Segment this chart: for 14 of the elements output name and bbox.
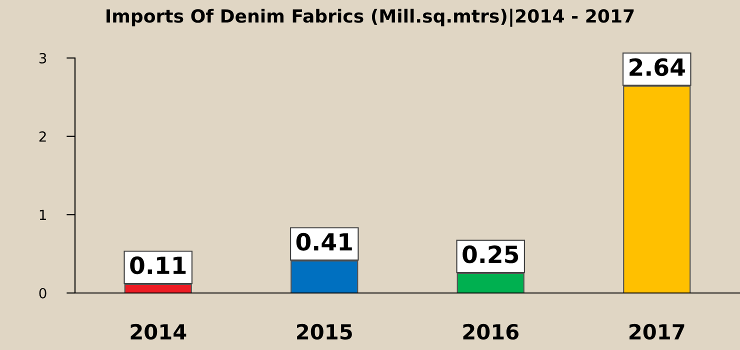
- x-tick-label: 2017: [630, 324, 684, 340]
- data-label: 2.64: [630, 58, 685, 76]
- bar: [124, 284, 192, 293]
- data-label: 0.25: [462, 245, 518, 264]
- data-label: 0.11: [130, 256, 186, 274]
- x-tick-label: 2015: [297, 324, 352, 340]
- y-tick-label: 1: [40, 210, 46, 220]
- x-tick-label: 2014: [130, 324, 186, 340]
- x-tick-label: 2016: [463, 324, 518, 340]
- y-tick-label: 0: [39, 288, 46, 298]
- data-label: 0.41: [296, 232, 352, 251]
- y-tick-label: 3: [39, 52, 46, 64]
- y-tick-label: 2: [39, 131, 46, 142]
- chart-title: Imports Of Denim Fabrics (Mill.sq.mtrs)|2014 - 2017: [106, 8, 634, 27]
